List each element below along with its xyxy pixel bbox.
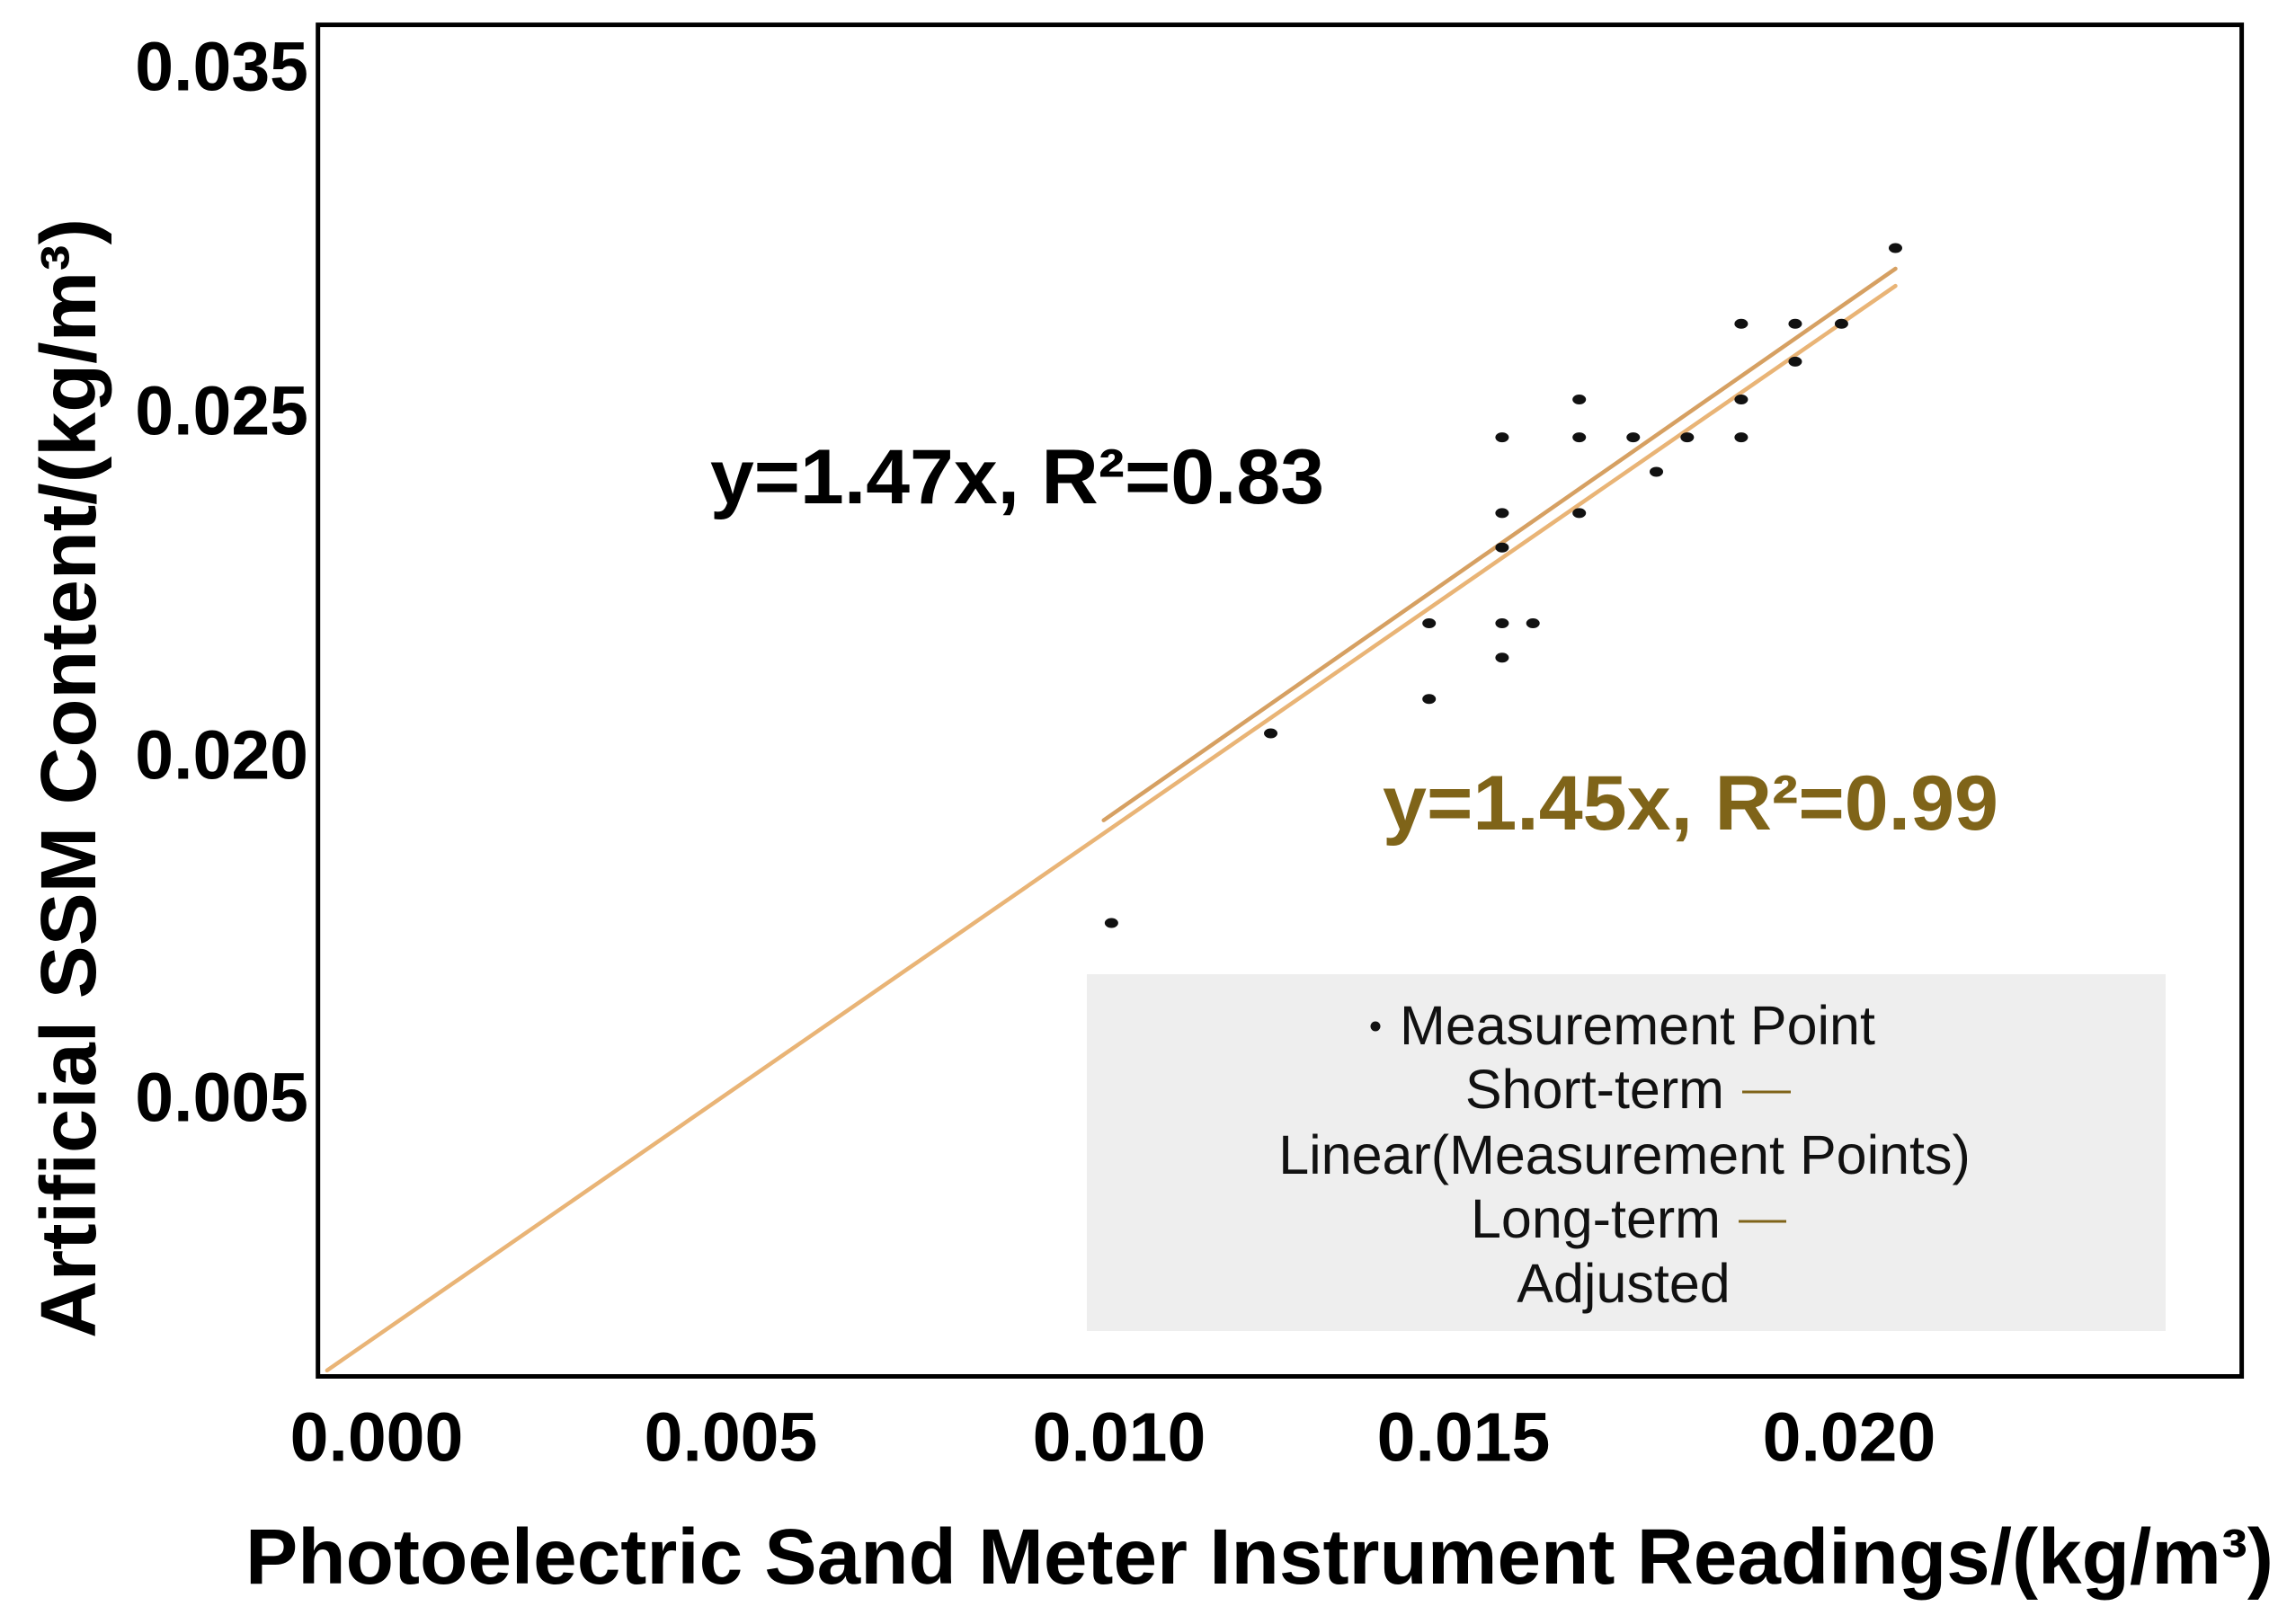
data-point: [1788, 318, 1802, 329]
equation-label-linear: y=1.47x, R²=0.83: [710, 434, 1324, 520]
data-point: [1626, 432, 1641, 443]
data-point: [1888, 243, 1902, 253]
data-point: [1834, 318, 1848, 329]
data-point: [1680, 432, 1695, 443]
data-point: [1572, 508, 1587, 519]
data-point: [1104, 918, 1118, 928]
y-tick-label: 0.005: [135, 1060, 308, 1137]
legend-box: [1087, 974, 2166, 1331]
legend-label-linear: Linear(Measurement Points): [1278, 1124, 1971, 1185]
data-point: [1734, 432, 1749, 443]
data-point: [1526, 617, 1540, 628]
y-axis-ticks: 0.035 0.025 0.020 0.005: [135, 29, 308, 1137]
fit-line: [325, 283, 1898, 1373]
legend-term-long-term: Long-term: [1471, 1188, 1721, 1249]
plot-frame: [316, 22, 2245, 1380]
x-tick-label: 0.020: [1763, 1399, 1936, 1477]
data-point: [1422, 694, 1437, 705]
y-tick-label: 0.020: [135, 717, 308, 794]
data-point: [1495, 432, 1509, 443]
x-tick-label: 0.000: [290, 1399, 464, 1477]
data-point: [1495, 652, 1509, 663]
x-tick-label: 0.005: [645, 1399, 818, 1477]
x-tick-label: 0.015: [1377, 1399, 1551, 1477]
legend-marker-point-icon: [1370, 1021, 1381, 1032]
data-point: [1495, 617, 1509, 628]
y-tick-label: 0.035: [135, 29, 308, 106]
y-axis-title: Artificial SSM Content/(kg/m³): [25, 218, 112, 1338]
x-axis-ticks: 0.000 0.005 0.010 0.015 0.020: [290, 1399, 1936, 1477]
legend-term-short-term: Short-term: [1465, 1059, 1724, 1120]
legend-label-adjusted: Adjusted: [1517, 1253, 1730, 1314]
y-tick-label: 0.025: [135, 373, 308, 450]
legend-label-measurement-point: Measurement Point: [1400, 995, 1875, 1056]
data-point: [1650, 466, 1663, 477]
data-point: [1788, 356, 1802, 367]
data-point: [1734, 395, 1749, 405]
data-point: [1734, 318, 1749, 329]
data-point: [1572, 395, 1587, 405]
data-point: [1495, 508, 1509, 519]
data-point: [1495, 542, 1509, 553]
data-point: [1572, 432, 1587, 443]
x-tick-label: 0.010: [1033, 1399, 1206, 1477]
data-points: [1104, 243, 1902, 928]
x-axis-title: Photoelectric Sand Meter Instrument Read…: [245, 1513, 2274, 1601]
data-point: [1264, 728, 1278, 739]
legend: Measurement Point Short-term Linear(Meas…: [1087, 974, 2166, 1331]
equation-label-adjusted: y=1.45x, R²=0.99: [1383, 760, 1998, 847]
data-point: [1422, 617, 1437, 628]
